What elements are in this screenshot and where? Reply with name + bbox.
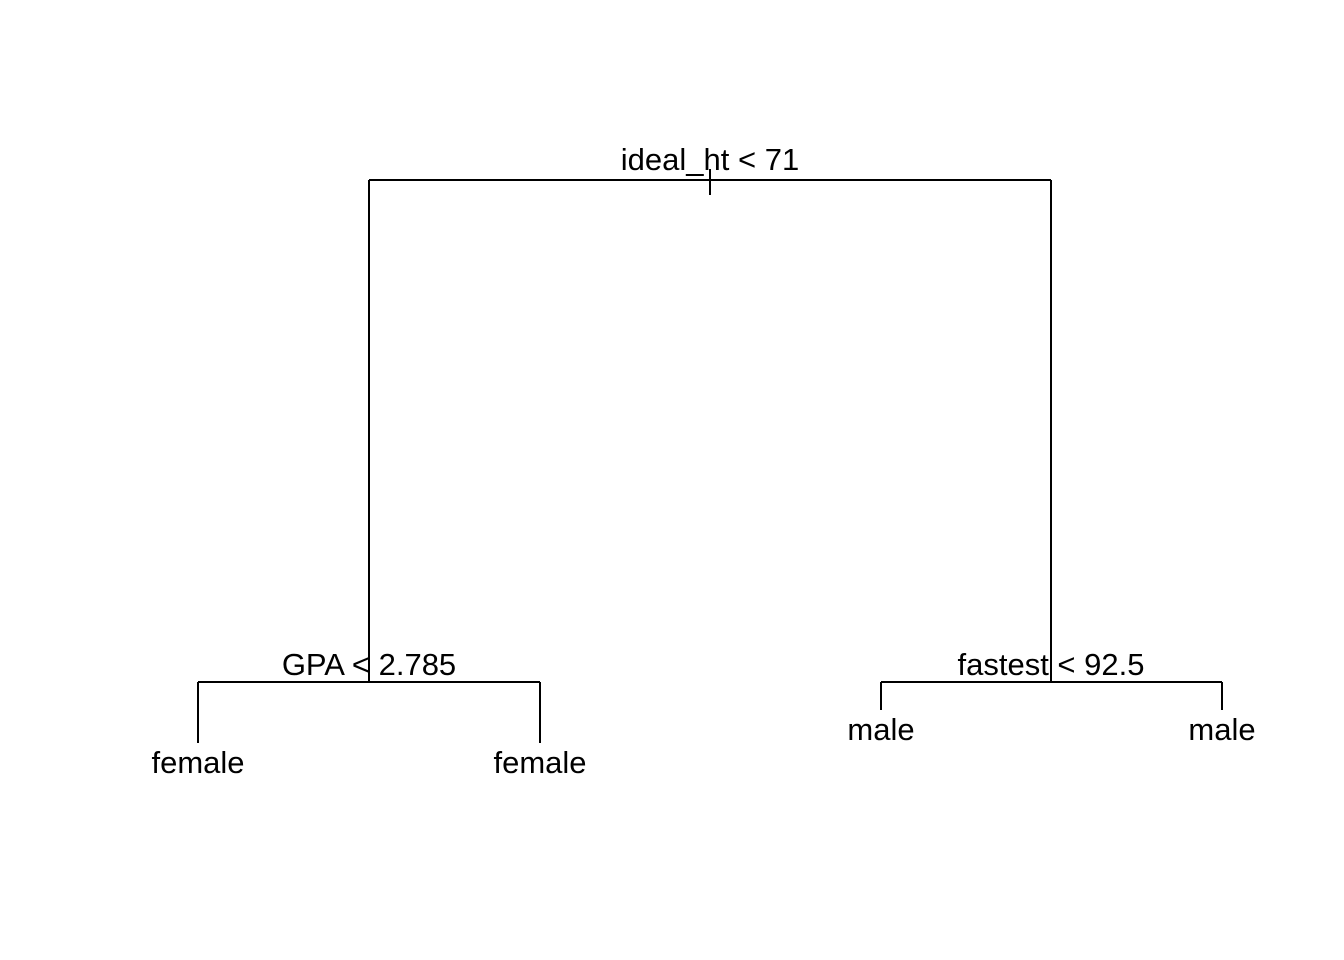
left-node: GPA < 2.785 female female [151, 647, 586, 780]
root-split-label: ideal_ht < 71 [621, 142, 799, 177]
right-split-label: fastest < 92.5 [958, 647, 1145, 682]
leaf-label-right-left: male [847, 712, 914, 747]
leaf-label-left-right: female [493, 745, 586, 780]
leaf-label-left-left: female [151, 745, 244, 780]
leaf-label-right-right: male [1188, 712, 1255, 747]
right-node: fastest < 92.5 male male [847, 647, 1255, 747]
root-node: ideal_ht < 71 [368, 142, 1052, 682]
left-split-label: GPA < 2.785 [282, 647, 456, 682]
